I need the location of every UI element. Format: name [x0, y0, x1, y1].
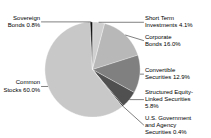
svg-text:Structured Equity-Linked Secur: Structured Equity-Linked Securities5.8%: [145, 89, 193, 109]
svg-text:U.S. Governmentand AgencySecur: U.S. Governmentand AgencySecurities 0.4%: [145, 115, 192, 135]
svg-text:CorporateBonds 16.0%: CorporateBonds 16.0%: [145, 34, 181, 47]
svg-text:Short TermInvestments 4.1%: Short TermInvestments 4.1%: [145, 15, 193, 28]
svg-text:CommonStocks 60.0%: CommonStocks 60.0%: [3, 79, 40, 92]
svg-text:SovereignBonds 0.8%: SovereignBonds 0.8%: [8, 15, 41, 28]
svg-text:ConvertibleSecurities 12.9%: ConvertibleSecurities 12.9%: [145, 67, 191, 80]
